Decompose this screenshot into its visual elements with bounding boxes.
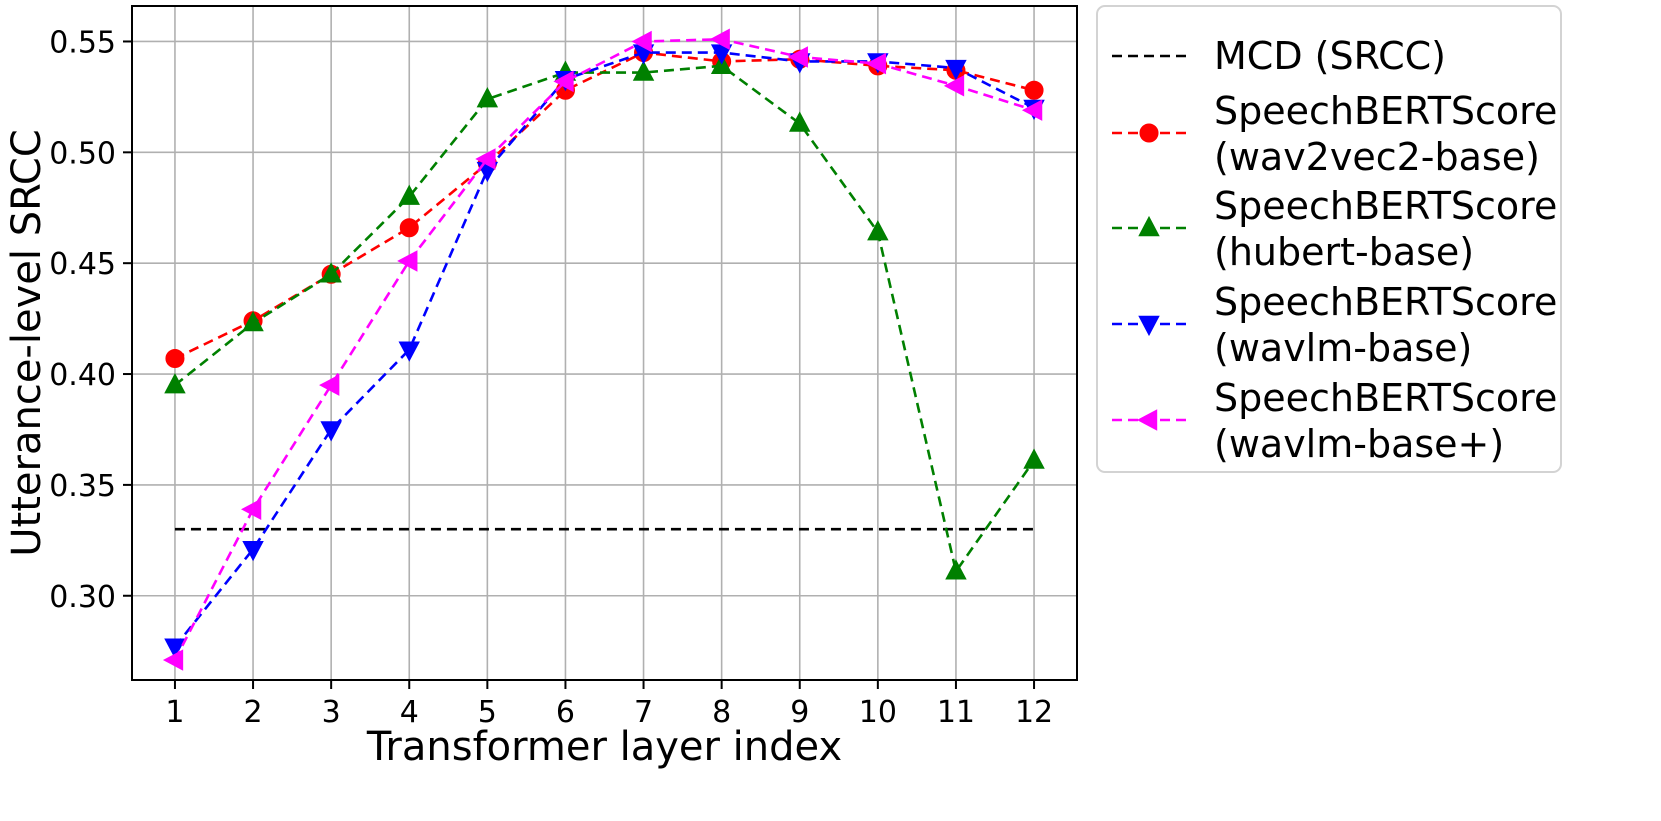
legend-label: MCD (SRCC) [1214,34,1446,78]
x-tick-label: 8 [712,695,731,730]
series-line [173,51,1035,648]
data-point-triangle-up [320,262,342,283]
legend-label-line2: (wavlm-base) [1214,326,1472,370]
x-tick-label: 7 [634,695,653,730]
legend-entry-series-3: SpeechBERTScore(wavlm-base+) [1112,376,1557,466]
x-tick-label: 1 [165,695,184,730]
legend-entry-reference: MCD (SRCC) [1112,34,1446,78]
data-point-triangle-up [945,559,967,580]
data-point-triangle-up [789,111,811,132]
legend-frame [1096,5,1562,473]
series-line [174,51,1035,360]
data-point-triangle-left [397,250,418,272]
plot-frame [131,5,1078,681]
y-tick-label: 0.40 [49,358,116,393]
data-point-triangle-down [164,638,186,659]
data-point-triangle-up [476,87,499,108]
data-point-triangle-up [867,220,889,241]
data-point-triangle-down [1138,315,1160,337]
y-tick-label: 0.50 [49,136,116,171]
x-tick-label: 10 [859,695,897,730]
data-point-triangle-left [943,75,965,97]
grid-lines [132,6,1077,680]
data-point-triangle-left [1021,99,1043,121]
legend-label-line1: SpeechBERTScore [1214,89,1557,133]
data-point-triangle-up [632,60,655,81]
data-point-triangle-left [319,374,340,396]
x-tick-label: 9 [790,695,809,730]
y-tick-label: 0.55 [49,25,116,60]
series-2 [164,44,1045,659]
x-tick-label: 12 [1015,695,1053,730]
x-tick-label: 6 [556,695,575,730]
x-tick-label: 3 [322,695,341,730]
data-point-triangle-left [709,28,730,50]
x-axis-label: Transformer layer index [366,724,842,770]
data-point-triangle-down [320,421,342,442]
series-3 [162,28,1043,671]
legend-label-line2: (hubert-base) [1214,230,1474,274]
data-point-triangle-down [945,59,967,81]
x-tick-label: 2 [244,695,263,730]
data-point-triangle-left [865,52,887,75]
data-point-triangle-up [1023,448,1045,469]
legend-entry-series-0: SpeechBERTScore(wav2vec2-base) [1112,89,1557,179]
data-point-circle [1024,80,1044,100]
y-tick-label: 0.35 [49,469,116,504]
x-tick-label: 5 [478,695,497,730]
series-layer [162,28,1045,671]
data-point-triangle-down [242,540,264,562]
data-point-triangle-left [631,30,652,53]
legend-entry-series-1: SpeechBERTScore(hubert-base) [1112,184,1557,274]
data-point-triangle-left [475,148,496,170]
data-point-triangle-up [242,310,264,332]
data-point-circle [1139,123,1159,143]
legend: MCD (SRCC)SpeechBERTScore(wav2vec2-base)… [1096,5,1562,473]
x-tick-label: 4 [400,695,419,730]
data-point-triangle-up [164,373,186,394]
data-point-triangle-left [240,498,262,521]
legend-label-line1: SpeechBERTScore [1214,184,1557,228]
series-line [174,64,1036,575]
data-point-triangle-left [553,70,574,93]
series-1 [164,53,1045,580]
legend-entry-series-2: SpeechBERTScore(wavlm-base) [1112,280,1557,370]
legend-label-line1: SpeechBERTScore [1214,376,1557,420]
legend-label-line2: (wavlm-base+) [1214,422,1504,466]
data-point-triangle-up [1138,215,1160,237]
data-point-circle [399,218,419,238]
data-point-triangle-left [162,649,184,671]
data-point-triangle-left [787,46,808,68]
legend-label-line1: SpeechBERTScore [1214,280,1557,324]
data-point-triangle-left [1136,409,1158,431]
y-tick-label: 0.45 [49,247,116,282]
series-line [173,37,1035,661]
y-axis-label: Utterance-level SRCC [4,129,50,556]
series-0 [165,43,1044,369]
data-point-triangle-down [398,341,420,362]
y-tick-label: 0.30 [49,580,116,615]
legend-label-line2: (wav2vec2-base) [1214,135,1540,179]
data-point-circle [165,348,185,369]
x-tick-label: 11 [937,695,975,730]
data-point-triangle-up [398,184,420,205]
axis-ticks: 1 2 3 4 5 6 7 8 9 10 11 120.300.350.400.450.500.55 [49,25,1053,730]
